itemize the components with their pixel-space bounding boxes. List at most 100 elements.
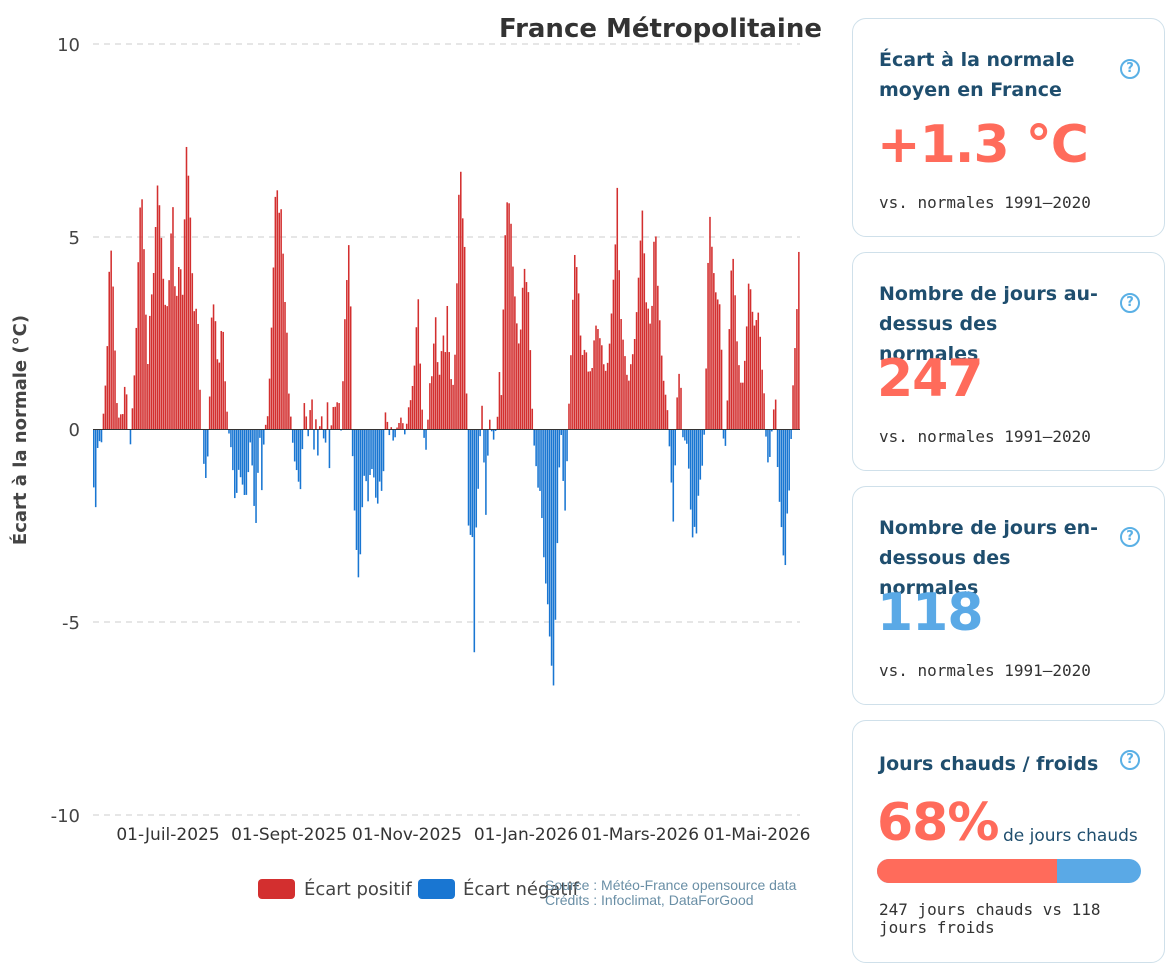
bar-negative[interactable] (691, 429, 694, 538)
bar-positive[interactable] (678, 373, 680, 430)
bar-positive[interactable] (114, 350, 116, 430)
bar-positive[interactable] (264, 424, 267, 430)
bar-positive[interactable] (450, 379, 452, 430)
bar-positive[interactable] (137, 262, 139, 430)
bar-positive[interactable] (448, 352, 450, 430)
bar-positive[interactable] (527, 292, 530, 430)
bar-positive[interactable] (641, 210, 644, 430)
bar-positive[interactable] (517, 343, 520, 430)
bar-negative[interactable] (786, 429, 789, 514)
bar-positive[interactable] (396, 427, 398, 430)
bar-negative[interactable] (257, 429, 259, 473)
bar-positive[interactable] (620, 319, 622, 430)
bar-positive[interactable] (417, 299, 420, 430)
bar-positive[interactable] (181, 294, 184, 430)
bar-positive[interactable] (303, 403, 306, 430)
bar-positive[interactable] (496, 416, 499, 430)
bar-negative[interactable] (767, 429, 769, 463)
bar-positive[interactable] (282, 253, 284, 430)
bar-positive[interactable] (761, 369, 763, 430)
bar-positive[interactable] (384, 412, 387, 430)
bar-positive[interactable] (637, 277, 640, 430)
bar-positive[interactable] (599, 338, 601, 430)
bar-positive[interactable] (465, 393, 468, 430)
bar-positive[interactable] (349, 306, 352, 430)
legend-label-negative[interactable]: Écart négatif (463, 878, 579, 900)
bar-positive[interactable] (774, 399, 777, 430)
bar-positive[interactable] (651, 305, 653, 430)
bar-positive[interactable] (162, 278, 165, 430)
help-icon[interactable]: ? (1120, 527, 1140, 547)
bar-negative[interactable] (98, 429, 101, 442)
bar-positive[interactable] (288, 393, 290, 430)
bar-negative[interactable] (695, 429, 698, 534)
legend-label-positive[interactable]: Écart positif (304, 878, 412, 900)
bar-positive[interactable] (218, 362, 221, 430)
bar-positive[interactable] (630, 364, 632, 430)
bar-positive[interactable] (413, 365, 416, 430)
bar-positive[interactable] (286, 332, 288, 430)
bar-positive[interactable] (274, 196, 277, 430)
bar-positive[interactable] (649, 323, 651, 430)
bar-negative[interactable] (780, 429, 783, 528)
bar-positive[interactable] (143, 249, 145, 430)
bar-negative[interactable] (371, 429, 373, 470)
bar-negative[interactable] (425, 429, 427, 450)
bar-positive[interactable] (792, 385, 794, 430)
bar-negative[interactable] (554, 429, 557, 620)
bar-negative[interactable] (778, 429, 781, 502)
bar-positive[interactable] (434, 317, 437, 430)
bar-positive[interactable] (709, 216, 711, 430)
bar-positive[interactable] (400, 417, 402, 430)
bar-negative[interactable] (687, 429, 690, 469)
bar-negative[interactable] (699, 429, 702, 480)
bar-positive[interactable] (432, 343, 435, 430)
bar-negative[interactable] (129, 429, 132, 445)
bar-negative[interactable] (380, 429, 383, 491)
bar-positive[interactable] (732, 258, 734, 430)
bar-positive[interactable] (276, 190, 279, 430)
bar-positive[interactable] (664, 394, 667, 430)
bar-negative[interactable] (469, 429, 472, 535)
bar-negative[interactable] (771, 429, 773, 432)
bar-positive[interactable] (749, 289, 752, 430)
bar-positive[interactable] (342, 381, 344, 430)
bar-positive[interactable] (195, 308, 197, 430)
bar-negative[interactable] (672, 429, 675, 522)
bar-positive[interactable] (643, 253, 646, 430)
bar-negative[interactable] (776, 429, 779, 468)
bar-negative[interactable] (100, 429, 103, 443)
bar-negative[interactable] (701, 429, 704, 466)
bar-positive[interactable] (602, 364, 605, 430)
bar-positive[interactable] (112, 286, 114, 430)
bar-positive[interactable] (185, 146, 188, 430)
bar-negative[interactable] (245, 429, 248, 495)
bar-positive[interactable] (336, 402, 338, 430)
bar-positive[interactable] (147, 364, 149, 430)
bar-positive[interactable] (589, 371, 591, 430)
bar-positive[interactable] (338, 403, 340, 430)
bar-positive[interactable] (442, 335, 445, 430)
bar-negative[interactable] (788, 429, 790, 491)
bar-positive[interactable] (438, 374, 441, 430)
bar-positive[interactable] (618, 270, 620, 430)
bar-positive[interactable] (311, 399, 313, 430)
bar-positive[interactable] (427, 419, 429, 430)
bar-negative[interactable] (230, 429, 232, 448)
bar-negative[interactable] (237, 429, 240, 470)
bar-positive[interactable] (330, 425, 333, 430)
bar-positive[interactable] (454, 354, 456, 430)
bar-negative[interactable] (492, 429, 495, 440)
bar-positive[interactable] (666, 410, 669, 430)
bar-positive[interactable] (579, 335, 582, 430)
bar-positive[interactable] (798, 251, 800, 430)
bar-positive[interactable] (736, 341, 738, 430)
bar-positive[interactable] (452, 384, 454, 430)
bar-negative[interactable] (546, 429, 549, 605)
bar-negative[interactable] (351, 429, 354, 457)
bar-positive[interactable] (747, 283, 750, 430)
bar-negative[interactable] (295, 429, 298, 471)
bar-positive[interactable] (614, 244, 617, 430)
bar-positive[interactable] (415, 327, 418, 430)
bar-negative[interactable] (247, 429, 250, 473)
